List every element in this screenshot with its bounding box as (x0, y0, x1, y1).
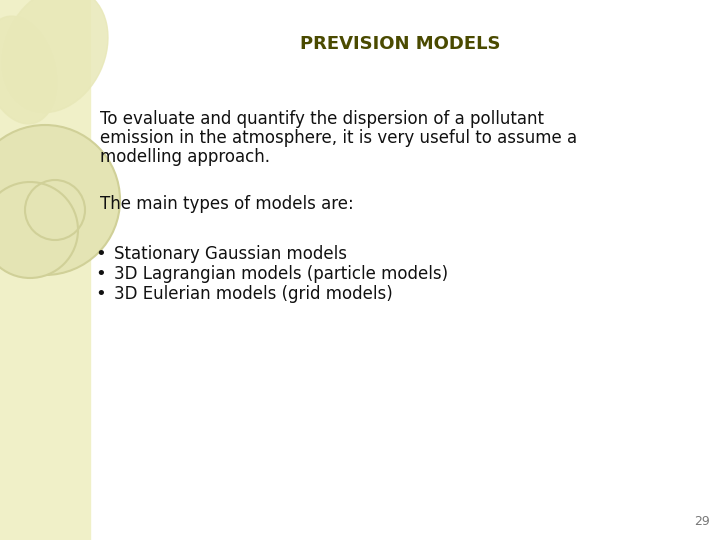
Circle shape (0, 182, 78, 278)
Ellipse shape (0, 16, 57, 124)
Bar (0, 0, 90, 540)
Circle shape (0, 125, 120, 275)
Text: 3D Eulerian models (grid models): 3D Eulerian models (grid models) (114, 285, 392, 303)
Text: modelling approach.: modelling approach. (100, 148, 270, 166)
Text: •: • (95, 245, 106, 263)
Text: 3D Lagrangian models (particle models): 3D Lagrangian models (particle models) (114, 265, 448, 283)
Text: Stationary Gaussian models: Stationary Gaussian models (114, 245, 347, 263)
Ellipse shape (2, 0, 108, 112)
Text: The main types of models are:: The main types of models are: (100, 195, 354, 213)
Text: 29: 29 (694, 515, 710, 528)
Text: To evaluate and quantify the dispersion of a pollutant: To evaluate and quantify the dispersion … (100, 110, 544, 128)
Text: •: • (95, 285, 106, 303)
Text: emission in the atmosphere, it is very useful to assume a: emission in the atmosphere, it is very u… (100, 129, 577, 147)
Text: PREVISION MODELS: PREVISION MODELS (300, 35, 500, 53)
Text: •: • (95, 265, 106, 283)
